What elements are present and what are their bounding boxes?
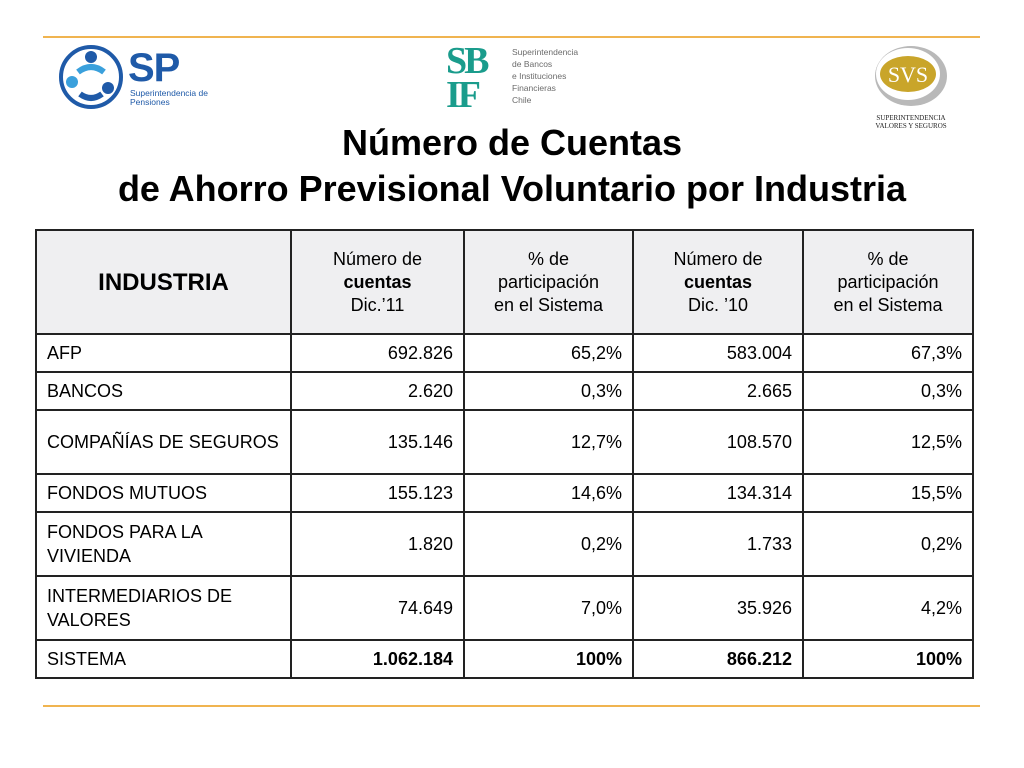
sp-subtitle: Superintendencia de Pensiones [130, 88, 208, 107]
svs-wordmark: SVS [888, 62, 928, 87]
accounts-dic10-cell: 2.665 [632, 371, 804, 411]
svs-emblem-icon: SVS [875, 46, 947, 106]
accounts-dic10-cell: 108.570 [632, 409, 804, 475]
table-row: FONDOS PARA LA VIVIENDA 1.820 0,2% 1.733… [35, 511, 974, 577]
sbif-logo: SB IF Superintendencia de Bancos e Insti… [446, 40, 586, 118]
share-10-cell: 67,3% [802, 333, 974, 373]
accounts-dic11-cell: 74.649 [290, 575, 465, 641]
accounts-dic10-cell: 866.212 [632, 639, 804, 679]
share-10-cell: 100% [802, 639, 974, 679]
sbif-caption: Superintendencia de Bancos e Institucion… [512, 47, 579, 105]
header-participacion-10: % de participación en el Sistema [802, 229, 974, 335]
table-row: INTERMEDIARIOS DE VALORES 74.649 7,0% 35… [35, 575, 974, 641]
share-11-cell: 14,6% [463, 473, 634, 513]
accounts-dic11-cell: 155.123 [290, 473, 465, 513]
table-row: FONDOS MUTUOS 155.123 14,6% 134.314 15,5… [35, 473, 974, 513]
industry-cell: BANCOS [35, 371, 292, 411]
table-total-row: SISTEMA 1.062.184 100% 866.212 100% [35, 639, 974, 679]
sp-people-emblem-icon [59, 45, 123, 109]
industry-cell: FONDOS MUTUOS [35, 473, 292, 513]
table-header-row: INDUSTRIA Número de cuentas Dic.’11 % de… [35, 229, 974, 335]
share-11-cell: 100% [463, 639, 634, 679]
accounts-dic11-cell: 1.820 [290, 511, 465, 577]
accounts-dic10-cell: 35.926 [632, 575, 804, 641]
share-10-cell: 0,2% [802, 511, 974, 577]
top-divider [43, 36, 980, 38]
sbif-mark: SB IF [446, 40, 490, 116]
sp-logo: SP Superintendencia de Pensiones [58, 42, 218, 112]
header-industria: INDUSTRIA [35, 229, 292, 335]
sp-wordmark: SP [128, 46, 180, 90]
accounts-dic11-cell: 2.620 [290, 371, 465, 411]
share-10-cell: 0,3% [802, 371, 974, 411]
header-cuentas-dic10: Número de cuentas Dic. ’10 [632, 229, 804, 335]
header-participacion-11: % de participación en el Sistema [463, 229, 634, 335]
share-11-cell: 0,3% [463, 371, 634, 411]
industry-cell: AFP [35, 333, 292, 373]
share-11-cell: 12,7% [463, 409, 634, 475]
accounts-dic10-cell: 583.004 [632, 333, 804, 373]
svs-caption: SUPERINTENDENCIA VALORES Y SEGUROS [875, 114, 947, 130]
share-10-cell: 12,5% [802, 409, 974, 475]
accounts-dic10-cell: 1.733 [632, 511, 804, 577]
share-11-cell: 65,2% [463, 333, 634, 373]
svs-logo: SVS SUPERINTENDENCIA VALORES Y SEGUROS [866, 42, 956, 132]
accounts-dic10-cell: 134.314 [632, 473, 804, 513]
industry-cell: FONDOS PARA LA VIVIENDA [35, 511, 292, 577]
table-row: BANCOS 2.620 0,3% 2.665 0,3% [35, 371, 974, 411]
share-10-cell: 4,2% [802, 575, 974, 641]
accounts-dic11-cell: 692.826 [290, 333, 465, 373]
industry-cell: SISTEMA [35, 639, 292, 679]
table-row: AFP 692.826 65,2% 583.004 67,3% [35, 333, 974, 373]
share-10-cell: 15,5% [802, 473, 974, 513]
accounts-dic11-cell: 135.146 [290, 409, 465, 475]
industry-accounts-table: INDUSTRIA Número de cuentas Dic.’11 % de… [35, 229, 974, 679]
share-11-cell: 0,2% [463, 511, 634, 577]
table-row: COMPAÑÍAS DE SEGUROS 135.146 12,7% 108.5… [35, 409, 974, 475]
share-11-cell: 7,0% [463, 575, 634, 641]
header-cuentas-dic11: Número de cuentas Dic.’11 [290, 229, 465, 335]
bottom-divider [43, 705, 980, 707]
accounts-dic11-cell: 1.062.184 [290, 639, 465, 679]
industry-cell: COMPAÑÍAS DE SEGUROS [35, 409, 292, 475]
title-line-1: Número de Cuentas [341, 122, 683, 163]
industry-cell: INTERMEDIARIOS DE VALORES [35, 575, 292, 641]
title-line-2: de Ahorro Previsional Voluntario por Ind… [117, 168, 907, 209]
